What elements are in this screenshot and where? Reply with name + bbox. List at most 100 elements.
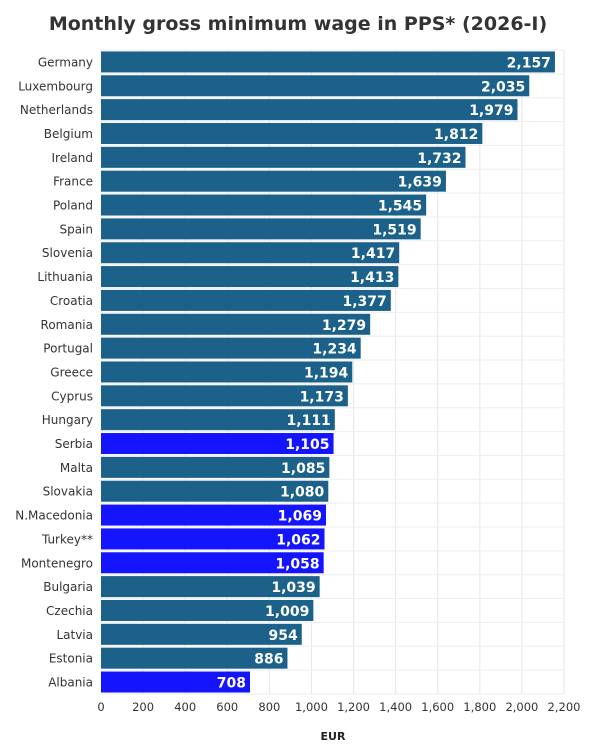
bar-n-macedonia [101, 504, 326, 526]
value-label: 1,194 [304, 365, 349, 381]
value-label: 1,009 [265, 604, 309, 620]
chart-title: Monthly gross minimum wage in PPS* (2026… [49, 13, 547, 35]
value-label: 1,279 [322, 318, 366, 334]
value-label: 1,111 [287, 413, 331, 429]
bar-latvia [101, 623, 302, 645]
bar-greece [101, 361, 353, 383]
value-label: 1,173 [300, 389, 344, 405]
bar-germany [101, 51, 555, 73]
category-label: Luxembourg [18, 79, 93, 93]
x-axis-ticks: 0 200 400 600 800 1,000 1,200 1,400 1,600 1,800 2,… [97, 700, 580, 714]
x-tick-label: 800 [258, 700, 280, 714]
bar-ireland [101, 146, 466, 168]
bar-serbia [101, 433, 334, 455]
bar-bulgaria [101, 576, 320, 598]
value-label: 954 [269, 628, 298, 644]
value-label: 1,069 [278, 509, 322, 525]
x-tick-label: 400 [174, 700, 196, 714]
category-label: Montenegro [21, 556, 93, 570]
category-label: Turkey** [41, 532, 93, 546]
x-tick-label: 1,600 [421, 700, 454, 714]
bar-poland [101, 194, 427, 216]
category-label: Netherlands [20, 103, 93, 117]
value-label: 1,085 [281, 461, 325, 477]
bar-czechia [101, 599, 314, 621]
category-label: Romania [41, 318, 93, 332]
category-label: Slovenia [42, 246, 93, 260]
category-label: Czechia [46, 604, 93, 618]
x-tick-label: 200 [132, 700, 154, 714]
bar-estonia [101, 647, 288, 669]
category-label: Croatia [50, 294, 93, 308]
value-label: 1,080 [280, 485, 325, 501]
bar-romania [101, 313, 371, 335]
bar-portugal [101, 337, 361, 359]
value-label: 1,519 [372, 222, 416, 238]
value-label: 1,234 [312, 342, 357, 358]
category-label: Poland [53, 199, 93, 213]
value-label: 2,035 [481, 79, 525, 95]
x-tick-label: 2,000 [505, 700, 538, 714]
category-label: Hungary [42, 413, 93, 427]
bar-slovakia [101, 480, 329, 502]
x-tick-label: 600 [216, 700, 238, 714]
bar-turkey [101, 528, 325, 550]
bar-hungary [101, 409, 335, 431]
bar-cyprus [101, 385, 348, 407]
value-label: 1,039 [271, 580, 315, 596]
value-label: 1,377 [342, 294, 386, 310]
category-label: Greece [50, 365, 93, 379]
value-label: 2,157 [507, 55, 551, 71]
bar-croatia [101, 289, 391, 311]
value-label: 1,417 [351, 246, 395, 262]
bar-netherlands [101, 99, 518, 121]
x-tick-label: 1,800 [463, 700, 496, 714]
bar-montenegro [101, 552, 324, 574]
value-label: 886 [254, 652, 283, 668]
value-label: 708 [217, 676, 246, 692]
x-tick-label: 2,200 [548, 700, 581, 714]
value-label: 1,062 [276, 532, 320, 548]
x-axis-label: EUR [321, 730, 346, 743]
bar-slovenia [101, 242, 400, 264]
category-label: Slovakia [43, 485, 93, 499]
x-tick-label: 0 [97, 700, 104, 714]
value-label: 1,639 [398, 175, 442, 191]
value-label: 1,105 [285, 437, 329, 453]
value-labels: 2,157 2,035 1,979 1,812 1,732 1,639 1,545 1,519… [217, 55, 551, 691]
value-label: 1,413 [350, 270, 394, 286]
category-label: France [53, 175, 93, 189]
bar-spain [101, 218, 421, 240]
category-label: Albania [48, 676, 93, 690]
category-label: N.Macedonia [15, 509, 93, 523]
category-label: Cyprus [51, 389, 93, 403]
bar-albania [101, 671, 251, 693]
bar-france [101, 170, 446, 192]
category-label: Spain [59, 222, 93, 236]
category-label: Serbia [55, 437, 93, 451]
value-label: 1,979 [469, 103, 513, 119]
category-label: Estonia [49, 652, 93, 666]
value-label: 1,058 [275, 556, 319, 572]
category-label: Bulgaria [43, 580, 93, 594]
category-label: Belgium [44, 127, 93, 141]
x-tick-label: 1,400 [379, 700, 412, 714]
category-labels: Germany Luxembourg Netherlands Belgium Irela… [15, 55, 93, 689]
category-label: Ireland [51, 151, 93, 165]
value-label: 1,545 [378, 199, 422, 215]
category-label: Portugal [43, 342, 93, 356]
category-label: Germany [38, 55, 93, 69]
bar-lithuania [101, 266, 399, 288]
category-label: Latvia [56, 628, 93, 642]
bars [101, 51, 555, 693]
x-tick-label: 1,200 [337, 700, 370, 714]
value-label: 1,732 [417, 151, 461, 167]
bar-malta [101, 456, 330, 478]
category-label: Lithuania [37, 270, 93, 284]
category-label: Malta [60, 461, 93, 475]
bar-luxembourg [101, 75, 530, 97]
value-label: 1,812 [434, 127, 478, 143]
x-tick-label: 1,000 [295, 700, 328, 714]
bar-belgium [101, 122, 483, 144]
